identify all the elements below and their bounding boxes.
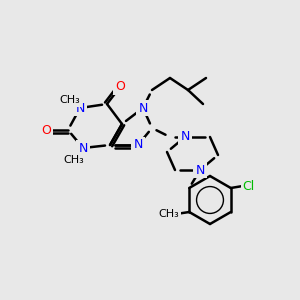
Text: Cl: Cl (243, 179, 255, 193)
Text: N: N (133, 139, 143, 152)
Text: O: O (115, 80, 125, 94)
Text: N: N (138, 101, 148, 115)
Text: CH₃: CH₃ (60, 95, 80, 105)
Text: N: N (75, 101, 85, 115)
Text: O: O (41, 124, 51, 136)
Text: CH₃: CH₃ (159, 209, 180, 219)
Text: N: N (78, 142, 88, 154)
Text: N: N (195, 164, 205, 176)
Text: CH₃: CH₃ (64, 155, 84, 165)
Text: N: N (180, 130, 190, 143)
